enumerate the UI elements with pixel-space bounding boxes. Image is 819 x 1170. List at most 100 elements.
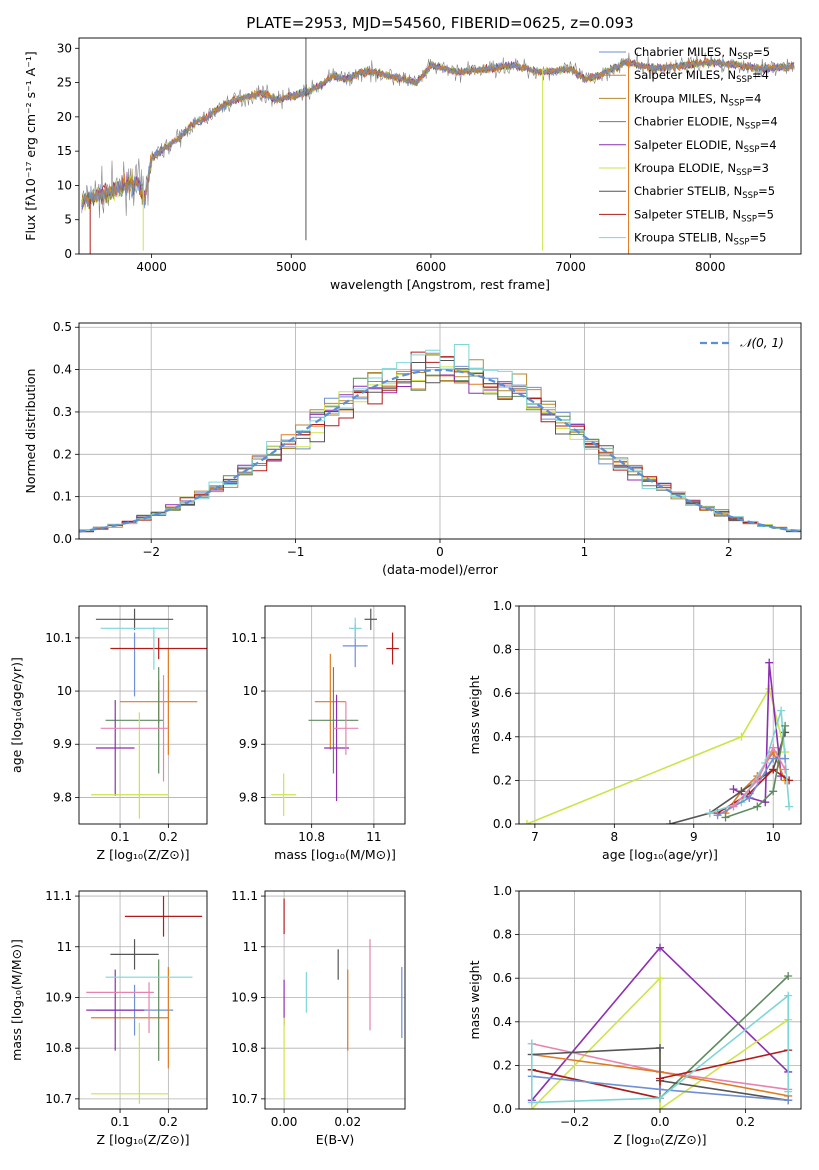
weight-point-marker: [656, 943, 664, 952]
x-tick-label: 0.2: [159, 1115, 178, 1129]
y-tick-label: 20: [57, 110, 72, 124]
y-tick-label: 11: [243, 940, 258, 954]
weight-point-marker: [665, 820, 674, 824]
y-tick-label: 0.8: [493, 643, 512, 657]
y-tick-label: 0.0: [53, 532, 72, 546]
y-tick-label: 9.9: [239, 737, 258, 751]
x-tick-label: 0.1: [111, 830, 130, 844]
mass-vs-age-xlabel: mass [log₁₀(M/M⊙)]: [274, 847, 396, 862]
legend-label: Kroupa MILES, NSSP=4: [634, 91, 761, 108]
Z-vs-mass-weight-plot: [527, 943, 793, 1109]
y-tick-label: 10: [57, 178, 72, 192]
weight-point-marker: [737, 732, 746, 741]
Z-vs-mass-weight-xlabel: Z [log₁₀(Z/Z⊙)]: [614, 1132, 707, 1147]
legend-label: Chabrier MILES, NSSP=5: [634, 45, 770, 62]
x-tick-label: 0.00: [271, 1115, 298, 1129]
y-tick-label: 0.0: [493, 817, 512, 831]
legend-label: Chabrier ELODIE, NSSP=4: [634, 115, 778, 132]
weight-point-marker: [784, 972, 793, 981]
histogram-series: [79, 344, 801, 539]
weight-point-marker: [784, 1096, 793, 1105]
y-tick-label: 11.1: [231, 889, 258, 903]
weight-point-marker: [656, 1074, 664, 1083]
y-tick-label: 0.2: [493, 1058, 512, 1072]
weight-point-marker: [753, 802, 762, 811]
weight-point-marker: [705, 809, 714, 818]
weight-point-marker: [527, 1098, 536, 1107]
y-tick-label: 0.3: [53, 405, 72, 419]
weight-point-marker: [656, 1085, 664, 1094]
y-tick-label: 10.1: [45, 631, 72, 645]
y-tick-label: 9.8: [239, 790, 258, 804]
spectrum-axes: 4000 5000 6000 7000 8000 0 5 10 15 20 25 30: [57, 41, 726, 274]
x-tick-label: −2: [142, 545, 160, 559]
mass-vs-age-axes: 10.8 11 9.8 9.9 10 10.1: [231, 606, 405, 844]
Z-vs-mass-weight-ylabel: mass weight: [467, 960, 482, 1039]
model-spectrum-line: [81, 57, 795, 207]
y-tick-label: 0.6: [493, 686, 512, 700]
y-tick-label: 10.7: [45, 1092, 72, 1106]
Z-vs-mass-plot: [86, 896, 203, 1104]
x-tick-label: 6000: [416, 260, 447, 274]
x-tick-label: 0.1: [111, 1115, 130, 1129]
weight-point-marker: [784, 991, 793, 1000]
weight-point-marker: [765, 658, 774, 667]
y-tick-label: 10.8: [45, 1041, 72, 1055]
spectrum-xlabel: wavelength [Angstrom, rest frame]: [330, 277, 550, 292]
weight-series-line: [531, 1047, 789, 1102]
x-tick-label: 7000: [555, 260, 586, 274]
y-tick-label: 0.4: [53, 363, 72, 377]
y-tick-label: 0.2: [53, 447, 72, 461]
x-tick-label: 0.0: [650, 1115, 669, 1129]
y-tick-label: 9.9: [53, 737, 72, 751]
x-tick-label: 0.02: [334, 1115, 361, 1129]
Z-vs-mass-axes: 0.1 0.2 10.7 10.8 10.9 11 11.1: [45, 889, 207, 1129]
x-tick-label: 0.2: [159, 830, 178, 844]
y-tick-label: 1.0: [493, 599, 512, 613]
y-tick-label: 0.6: [493, 971, 512, 985]
x-tick-label: 10.8: [298, 830, 325, 844]
y-tick-label: 5: [64, 213, 72, 227]
y-tick-label: 0.4: [493, 730, 512, 744]
y-tick-label: 0.2: [493, 773, 512, 787]
age-vs-mass-weight-xlabel: age [log₁₀(age/yr)]: [602, 847, 718, 862]
y-tick-label: 0.5: [53, 320, 72, 334]
weight-point-marker: [656, 1043, 664, 1052]
weight-point-marker: [713, 811, 722, 820]
x-tick-label: 11: [366, 830, 381, 844]
weight-series-line: [526, 686, 786, 824]
spectrum-plot: [81, 38, 795, 254]
y-tick-label: 10: [57, 684, 72, 698]
residual-histogram-frame: [78, 322, 802, 540]
legend-label: Salpeter MILES, NSSP=4: [634, 68, 769, 85]
model-spectrum-line: [81, 58, 795, 211]
EBV-vs-mass-axes: 0.00 0.02 10.7 10.8 10.9 11 11.1: [231, 889, 405, 1129]
Z-vs-age-ylabel: age [log₁₀(age/yr)]: [9, 657, 24, 773]
Z-vs-age-xlabel: Z [log₁₀(Z/Z⊙)]: [97, 847, 190, 862]
weight-point-marker: [769, 754, 778, 763]
Z-vs-mass-frame: [78, 890, 208, 1110]
Z-vs-age-plot: [91, 608, 207, 819]
EBV-vs-mass-frame: [264, 890, 406, 1110]
y-tick-label: 0: [64, 247, 72, 261]
Z-vs-mass-xlabel: Z [log₁₀(Z/Z⊙)]: [97, 1132, 190, 1147]
x-tick-label: 7: [531, 830, 539, 844]
weight-point-marker: [656, 974, 664, 983]
x-tick-label: 0.2: [736, 1115, 755, 1129]
weight-series-line: [732, 745, 786, 808]
y-tick-label: 10.8: [231, 1041, 258, 1055]
y-tick-label: 0.0: [493, 1102, 512, 1116]
weight-point-marker: [769, 787, 778, 796]
y-tick-label: 10.1: [231, 631, 258, 645]
x-tick-label: 8: [611, 830, 619, 844]
gaussian-curve: [79, 368, 801, 533]
y-tick-label: 0.4: [493, 1015, 512, 1029]
y-tick-label: 10: [243, 684, 258, 698]
residual-histogram-plot: [79, 344, 801, 539]
weight-point-marker: [656, 1105, 664, 1109]
y-tick-label: 0.8: [493, 928, 512, 942]
age-vs-mass-weight-plot: [522, 658, 794, 824]
weight-point-marker: [753, 776, 762, 785]
Z-vs-age-axes: 0.1 0.2 9.8 9.9 10 10.1: [45, 606, 207, 844]
